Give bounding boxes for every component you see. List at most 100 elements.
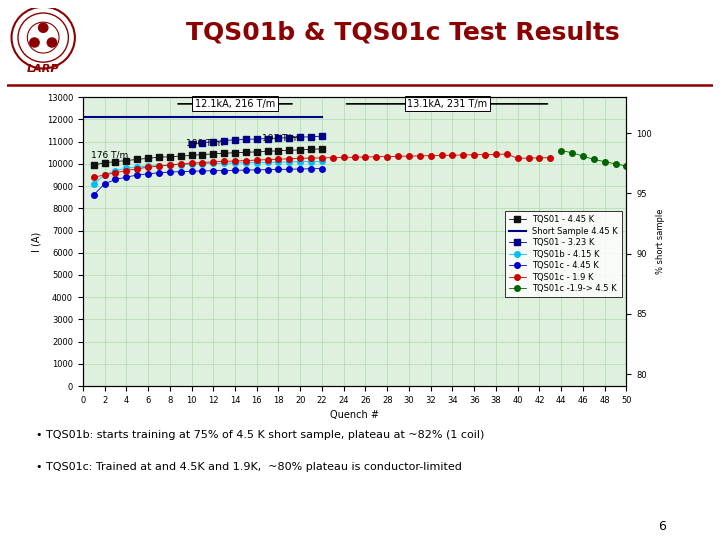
TQS01b - 4.15 K bbox=[198, 160, 207, 167]
TQS01b - 4.15 K bbox=[209, 160, 217, 167]
TQS01 - 4.45 K bbox=[209, 151, 217, 157]
TQS01c - 1.9 K bbox=[100, 172, 109, 178]
TQS01b - 4.15 K bbox=[100, 172, 109, 178]
TQS01c - 4.45 K bbox=[209, 167, 217, 174]
TQS01c - 1.9 K bbox=[220, 158, 228, 165]
TQS01 - 3.23 K bbox=[242, 136, 251, 143]
TQS01c - 1.9 K bbox=[394, 153, 402, 159]
TQS01b - 4.15 K bbox=[318, 158, 326, 165]
TQS01b - 4.15 K bbox=[187, 161, 196, 167]
TQS01c - 4.45 K bbox=[307, 166, 315, 172]
TQS01c - 4.45 K bbox=[296, 166, 305, 172]
TQS01c - 4.45 K bbox=[285, 166, 294, 172]
TQS01c -1.9-> 4.5 K bbox=[600, 158, 609, 165]
TQS01 - 4.45 K bbox=[220, 150, 228, 157]
TQS01c - 4.45 K bbox=[187, 168, 196, 174]
TQS01c - 1.9 K bbox=[307, 155, 315, 161]
Line: TQS01 - 4.45 K: TQS01 - 4.45 K bbox=[91, 146, 325, 168]
TQS01b - 4.15 K bbox=[285, 159, 294, 165]
Line: TQS01b - 4.15 K: TQS01b - 4.15 K bbox=[91, 159, 325, 187]
TQS01c -1.9-> 4.5 K bbox=[568, 150, 577, 156]
TQS01c - 1.9 K bbox=[155, 163, 163, 170]
TQS01c - 1.9 K bbox=[122, 167, 130, 174]
TQS01 - 4.45 K bbox=[176, 153, 185, 159]
TQS01c - 1.9 K bbox=[242, 157, 251, 164]
TQS01c - 4.45 K bbox=[318, 165, 326, 172]
TQS01c - 1.9 K bbox=[383, 153, 392, 160]
TQS01c - 1.9 K bbox=[166, 162, 174, 168]
Text: 176 T/m: 176 T/m bbox=[91, 151, 129, 159]
TQS01 - 4.45 K bbox=[155, 154, 163, 160]
Text: • TQS01c: Trained at and 4.5K and 1.9K,  ~80% plateau is conductor-limited: • TQS01c: Trained at and 4.5K and 1.9K, … bbox=[36, 462, 462, 472]
TQS01c - 1.9 K bbox=[405, 153, 413, 159]
TQS01 - 3.23 K bbox=[296, 134, 305, 140]
TQS01b - 4.15 K bbox=[144, 163, 153, 170]
TQS01 - 4.45 K bbox=[198, 151, 207, 158]
TQS01b - 4.15 K bbox=[111, 167, 120, 174]
TQS01b - 4.15 K bbox=[230, 160, 239, 166]
TQS01c - 1.9 K bbox=[513, 155, 522, 161]
TQS01 - 4.45 K bbox=[253, 148, 261, 155]
TQS01c - 1.9 K bbox=[264, 157, 272, 163]
Text: 197 T/m: 197 T/m bbox=[262, 134, 300, 143]
TQS01 - 3.23 K bbox=[230, 137, 239, 143]
TQS01c - 1.9 K bbox=[459, 152, 468, 158]
TQS01c - 4.45 K bbox=[166, 169, 174, 176]
TQS01c - 1.9 K bbox=[230, 158, 239, 164]
TQS01c -1.9-> 4.5 K bbox=[557, 147, 565, 154]
TQS01c - 1.9 K bbox=[415, 153, 424, 159]
TQS01 - 4.45 K bbox=[264, 148, 272, 154]
TQS01c - 1.9 K bbox=[133, 166, 142, 172]
Legend: TQS01 - 4.45 K, Short Sample 4.45 K, TQS01 - 3.23 K, TQS01b - 4.15 K, TQS01c - 4: TQS01 - 4.45 K, Short Sample 4.45 K, TQS… bbox=[505, 211, 622, 298]
TQS01 - 4.45 K bbox=[111, 158, 120, 165]
TQS01 - 4.45 K bbox=[144, 155, 153, 161]
TQS01b - 4.15 K bbox=[220, 160, 228, 166]
TQS01 - 3.23 K bbox=[274, 135, 283, 141]
TQS01 - 4.45 K bbox=[242, 149, 251, 156]
Text: 13.1kA, 231 T/m: 13.1kA, 231 T/m bbox=[407, 99, 487, 109]
TQS01c - 1.9 K bbox=[296, 155, 305, 161]
TQS01c - 1.9 K bbox=[339, 154, 348, 161]
TQS01 - 3.23 K bbox=[253, 136, 261, 142]
TQS01 - 3.23 K bbox=[187, 140, 196, 147]
TQS01c - 1.9 K bbox=[209, 159, 217, 165]
TQS01c - 4.45 K bbox=[176, 168, 185, 175]
Text: 190 T/m: 190 T/m bbox=[186, 138, 223, 147]
Text: TQS01b & TQS01c Test Results: TQS01b & TQS01c Test Results bbox=[186, 21, 620, 44]
TQS01 - 3.23 K bbox=[307, 133, 315, 140]
Line: TQS01c - 1.9 K: TQS01c - 1.9 K bbox=[91, 151, 553, 180]
TQS01c - 4.45 K bbox=[198, 168, 207, 174]
TQS01c - 4.45 K bbox=[122, 174, 130, 180]
Text: 12.1kA, 216 T/m: 12.1kA, 216 T/m bbox=[195, 99, 275, 109]
TQS01 - 4.45 K bbox=[133, 156, 142, 163]
TQS01c - 1.9 K bbox=[492, 151, 500, 158]
Line: TQS01c - 4.45 K: TQS01c - 4.45 K bbox=[91, 166, 325, 198]
TQS01c - 4.45 K bbox=[274, 166, 283, 173]
TQS01c - 1.9 K bbox=[372, 153, 381, 160]
TQS01c - 4.45 K bbox=[220, 167, 228, 174]
TQS01c - 4.45 K bbox=[100, 180, 109, 187]
TQS01c - 1.9 K bbox=[187, 160, 196, 166]
TQS01c - 1.9 K bbox=[351, 154, 359, 160]
TQS01 - 3.23 K bbox=[264, 136, 272, 142]
Line: TQS01c -1.9-> 4.5 K: TQS01c -1.9-> 4.5 K bbox=[559, 148, 629, 169]
TQS01b - 4.15 K bbox=[89, 180, 98, 187]
TQS01c - 1.9 K bbox=[426, 152, 435, 159]
TQS01c - 1.9 K bbox=[470, 152, 479, 158]
TQS01 - 3.23 K bbox=[220, 137, 228, 144]
Line: TQS01 - 3.23 K: TQS01 - 3.23 K bbox=[189, 133, 325, 147]
TQS01 - 4.45 K bbox=[187, 152, 196, 159]
TQS01c - 1.9 K bbox=[546, 154, 554, 161]
TQS01c - 1.9 K bbox=[328, 154, 337, 161]
TQS01b - 4.15 K bbox=[133, 164, 142, 171]
TQS01c -1.9-> 4.5 K bbox=[611, 160, 620, 167]
TQS01c - 1.9 K bbox=[253, 157, 261, 163]
Y-axis label: I (A): I (A) bbox=[31, 232, 41, 252]
TQS01c - 1.9 K bbox=[198, 159, 207, 166]
TQS01c - 1.9 K bbox=[503, 151, 511, 157]
TQS01c - 1.9 K bbox=[535, 154, 544, 161]
TQS01 - 3.23 K bbox=[198, 139, 207, 146]
TQS01b - 4.15 K bbox=[242, 159, 251, 166]
TQS01c - 4.45 K bbox=[89, 192, 98, 198]
TQS01 - 4.45 K bbox=[122, 157, 130, 164]
